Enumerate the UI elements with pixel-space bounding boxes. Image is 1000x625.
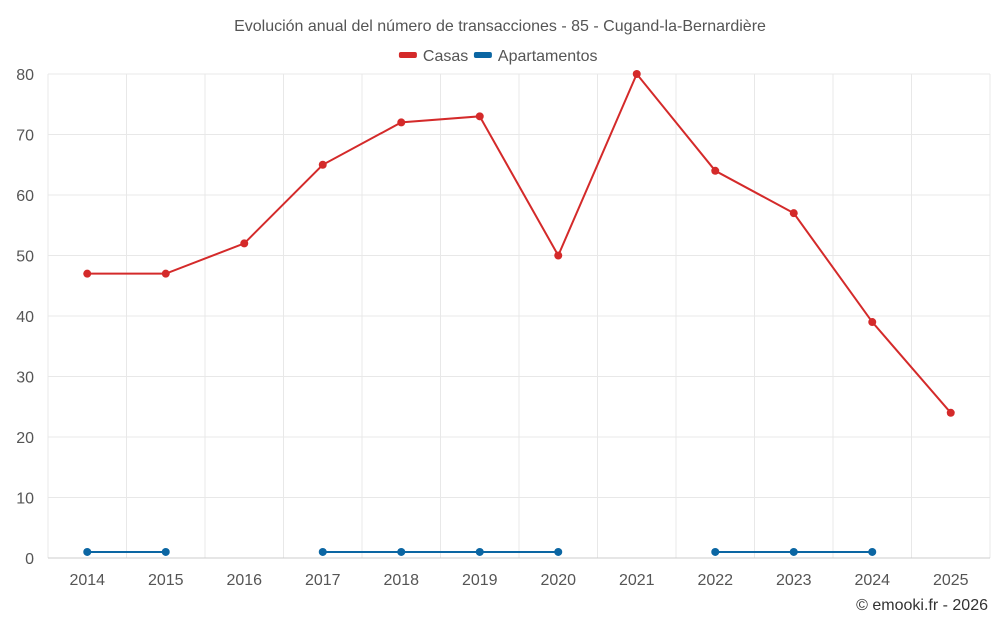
legend-label-apartamentos[interactable]: Apartamentos <box>498 48 598 65</box>
x-gridlines <box>47 74 991 558</box>
x-tick-label: 2019 <box>462 572 498 589</box>
data-point-casas[interactable] <box>946 408 955 417</box>
data-point-apartamentos[interactable] <box>318 547 327 556</box>
data-point-casas[interactable] <box>240 239 249 248</box>
x-tick-label: 2015 <box>148 572 184 589</box>
data-point-apartamentos[interactable] <box>711 547 720 556</box>
data-point-casas[interactable] <box>554 251 563 260</box>
series-group <box>83 70 955 556</box>
data-point-apartamentos[interactable] <box>83 547 92 556</box>
data-point-apartamentos[interactable] <box>868 547 877 556</box>
series-line-casas <box>87 72 952 414</box>
y-tick-label: 0 <box>25 551 34 568</box>
x-tick-label: 2014 <box>69 572 105 589</box>
y-tick-label: 20 <box>16 430 34 447</box>
data-point-apartamentos[interactable] <box>475 547 484 556</box>
data-point-apartamentos[interactable] <box>161 547 170 556</box>
x-axis-tick-labels: 2014 2015 2016 2017 2018 2019 2020 2021 2022 2023… <box>69 572 968 589</box>
y-tick-label: 80 <box>16 67 34 84</box>
legend-swatch-casas[interactable] <box>398 52 417 58</box>
y-axis-tick-labels: 0 10 20 30 40 50 60 70 80 <box>16 67 34 568</box>
data-point-casas[interactable] <box>711 166 720 175</box>
x-tick-label: 2020 <box>540 572 576 589</box>
credit-text: © emooki.fr - 2026 <box>856 597 988 614</box>
y-tick-label: 10 <box>16 491 34 508</box>
x-tick-label: 2025 <box>933 572 969 589</box>
series-apartamentos <box>83 547 877 556</box>
data-point-casas[interactable] <box>83 269 92 278</box>
legend-label-casas[interactable]: Casas <box>423 48 468 65</box>
x-tick-label: 2016 <box>226 572 262 589</box>
data-point-casas[interactable] <box>397 118 406 127</box>
data-point-casas[interactable] <box>318 160 327 169</box>
y-tick-label: 70 <box>16 128 34 145</box>
data-point-casas[interactable] <box>868 318 877 327</box>
data-point-apartamentos[interactable] <box>397 547 406 556</box>
x-tick-label: 2021 <box>619 572 655 589</box>
chart-title: Evolución anual del número de transaccio… <box>234 18 766 35</box>
series-casas <box>83 70 955 417</box>
x-tick-label: 2023 <box>776 572 812 589</box>
data-point-casas[interactable] <box>161 269 170 278</box>
x-tick-label: 2017 <box>305 572 341 589</box>
y-tick-label: 50 <box>16 249 34 266</box>
x-tick-label: 2024 <box>854 572 890 589</box>
y-tick-label: 60 <box>16 188 34 205</box>
y-tick-label: 40 <box>16 309 34 326</box>
y-tick-label: 30 <box>16 370 34 387</box>
legend-swatch-apartamentos[interactable] <box>473 52 492 58</box>
x-tick-label: 2022 <box>697 572 733 589</box>
legend: Casas Apartamentos <box>398 48 598 65</box>
data-point-casas[interactable] <box>632 70 641 78</box>
x-tick-label: 2018 <box>383 572 419 589</box>
data-point-apartamentos[interactable] <box>554 547 563 556</box>
data-point-casas[interactable] <box>475 112 484 121</box>
data-point-apartamentos[interactable] <box>789 547 798 556</box>
data-point-casas[interactable] <box>789 209 798 218</box>
